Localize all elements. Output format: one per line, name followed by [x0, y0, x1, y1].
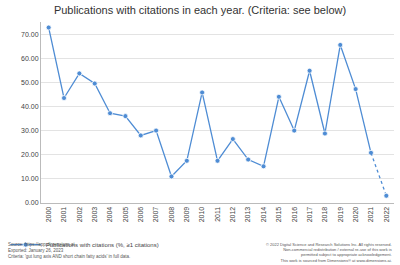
svg-text:2000: 2000: [45, 207, 52, 223]
svg-text:Source: https://app.dimensions: Source: https://app.dimensions.aiExporte…: [8, 242, 130, 259]
svg-text:20.00: 20.00: [21, 151, 39, 158]
svg-text:© 2022 Digital Science and Res: © 2022 Digital Science and Research Solu…: [266, 242, 392, 263]
svg-text:70.00: 70.00: [21, 31, 39, 38]
svg-text:2002: 2002: [76, 207, 83, 223]
svg-text:2010: 2010: [198, 207, 205, 223]
svg-text:Publications with citations (%: Publications with citations (%, ≥1 citat…: [46, 242, 159, 248]
svg-text:2016: 2016: [291, 207, 298, 223]
svg-text:Publications with citations in: Publications with citations in each year…: [54, 4, 346, 16]
svg-text:2018: 2018: [321, 207, 328, 223]
svg-text:2004: 2004: [106, 207, 113, 223]
svg-text:50.00: 50.00: [21, 79, 39, 86]
svg-text:2017: 2017: [306, 207, 313, 223]
svg-text:60.00: 60.00: [21, 55, 39, 62]
svg-text:10.00: 10.00: [21, 175, 39, 182]
svg-text:0.00: 0.00: [25, 199, 39, 206]
svg-text:2020: 2020: [352, 207, 359, 223]
svg-text:2013: 2013: [244, 207, 251, 223]
svg-text:2021: 2021: [367, 207, 374, 223]
svg-text:2019: 2019: [337, 207, 344, 223]
svg-text:2012: 2012: [229, 207, 236, 223]
svg-text:2006: 2006: [137, 207, 144, 223]
svg-text:2008: 2008: [168, 207, 175, 223]
svg-text:2001: 2001: [60, 207, 67, 223]
svg-text:2022: 2022: [383, 207, 390, 223]
svg-text:30.00: 30.00: [21, 127, 39, 134]
svg-text:2014: 2014: [260, 207, 267, 223]
svg-text:2009: 2009: [183, 207, 190, 223]
svg-text:2011: 2011: [214, 207, 221, 222]
svg-text:40.00: 40.00: [21, 103, 39, 110]
svg-text:2005: 2005: [122, 207, 129, 223]
svg-text:2003: 2003: [91, 207, 98, 223]
svg-text:2007: 2007: [152, 207, 159, 223]
svg-text:2015: 2015: [275, 207, 282, 223]
